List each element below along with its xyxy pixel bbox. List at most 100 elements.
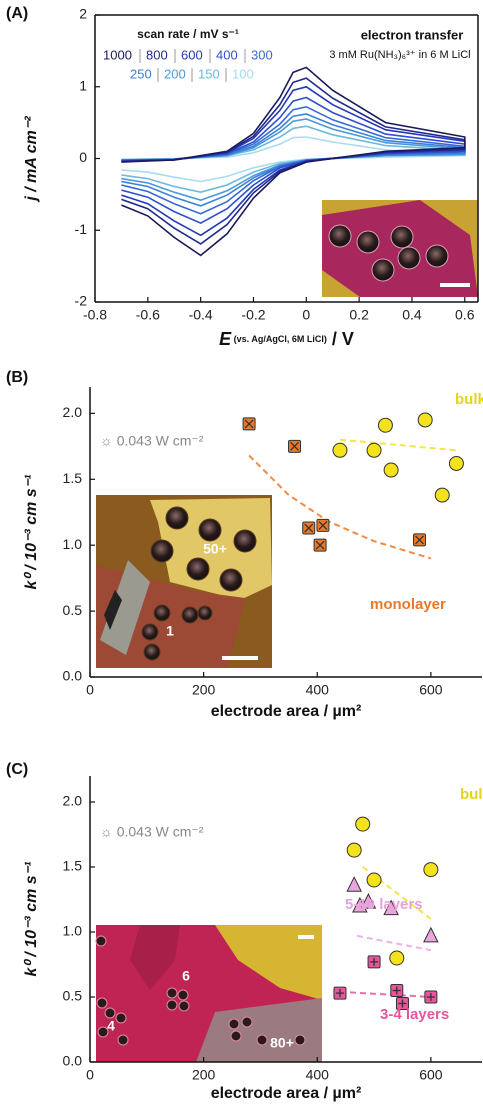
data-point <box>389 950 405 966</box>
legend-entry: 100 <box>232 66 254 81</box>
x-label-reference: (vs. Ag/AgCl, 6M LiCl) <box>231 334 327 344</box>
y-tick-label: 0.0 <box>63 668 83 684</box>
annotation: ☼ 0.043 W cm⁻² <box>100 824 204 840</box>
series-label: monolayer <box>370 596 446 613</box>
inset-label: 80+ <box>270 1035 294 1051</box>
data-point <box>395 997 409 1010</box>
y-tick-label: 0 <box>79 149 87 165</box>
y-tick-label: 2.0 <box>63 793 83 809</box>
marker <box>383 899 399 916</box>
series-label: 3-4 layers <box>380 1006 449 1023</box>
series-label: bulk <box>460 786 483 803</box>
marker <box>377 417 393 433</box>
data-point <box>355 816 371 832</box>
y-tick-label: 2.0 <box>63 404 83 420</box>
data-point <box>423 926 439 943</box>
data-point <box>366 872 382 888</box>
x-tick-label: 0 <box>86 682 94 698</box>
inset-image-b <box>96 495 272 668</box>
legend-entry: 600 <box>181 47 203 62</box>
legend-entry: 400 <box>216 47 238 62</box>
marker <box>332 442 348 458</box>
trend-line <box>248 454 432 560</box>
data-point <box>346 876 362 892</box>
y-tick-label: 0.5 <box>63 602 83 618</box>
data-point <box>423 862 439 878</box>
marker <box>366 872 382 888</box>
legend-entry: 800 <box>146 47 168 62</box>
trend-line <box>356 934 432 952</box>
marker <box>448 455 464 471</box>
x-tick-label: 400 <box>306 682 330 698</box>
marker-cross <box>315 540 325 550</box>
y-tick-label: -2 <box>75 293 88 309</box>
data-point <box>302 521 316 535</box>
data-point <box>424 990 438 1004</box>
panel-label: (B) <box>6 369 28 386</box>
marker <box>434 487 450 503</box>
data-point <box>360 892 377 909</box>
trend-line <box>339 438 457 452</box>
marker <box>383 462 399 478</box>
data-point <box>413 533 427 547</box>
data-point <box>333 986 347 1000</box>
data-point <box>367 955 381 969</box>
y-tick-label: 0.0 <box>63 1053 83 1069</box>
inset-image-c <box>95 925 322 1062</box>
marker-cross <box>304 523 314 533</box>
x-tick-label: 0.4 <box>402 307 422 323</box>
y-tick-label: 1.5 <box>63 858 83 874</box>
y-tick-label: 1.0 <box>63 923 83 939</box>
x-tick-label: -0.8 <box>83 307 107 323</box>
legend-title: scan rate / mV s⁻¹ <box>137 27 239 41</box>
x-tick-label: 0 <box>86 1067 94 1083</box>
x-tick-label: 0.2 <box>349 307 369 323</box>
marker-cross <box>290 441 299 451</box>
legend-entry: 250 <box>130 66 152 81</box>
y-tick-label: 2 <box>79 6 87 22</box>
marker-cross <box>318 520 328 530</box>
x-label-symbol: E <box>219 329 232 349</box>
x-axis-label: electrode area / µm² <box>211 1085 362 1102</box>
marker <box>366 442 382 458</box>
x-tick-label: 200 <box>192 1067 216 1083</box>
y-axis-label: k⁰ / 10⁻³ cm s⁻¹ <box>23 861 40 977</box>
marker-cross <box>415 535 424 545</box>
y-tick-label: 1.0 <box>63 536 83 552</box>
data-point <box>288 439 302 453</box>
subtitle: 3 mM Ru(NH₃)₆³⁺ in 6 M LiCl <box>329 49 470 61</box>
data-point <box>346 842 362 858</box>
x-tick-label: 600 <box>419 682 443 698</box>
marker <box>423 926 439 943</box>
data-point <box>383 899 399 916</box>
y-tick-label: 1.5 <box>63 470 83 486</box>
panel-label: (A) <box>6 5 28 22</box>
data-point <box>366 442 382 458</box>
data-point <box>434 487 450 503</box>
x-tick-label: -0.2 <box>241 307 265 323</box>
legend-entry: 300 <box>251 47 273 62</box>
x-tick-label: 400 <box>306 1067 330 1083</box>
title: electron transfer <box>361 27 464 42</box>
marker <box>423 862 439 878</box>
y-tick-label: 0.5 <box>63 988 83 1004</box>
x-axis-label: E (vs. Ag/AgCl, 6M LiCl) / V <box>219 329 354 349</box>
x-tick-label: 0.6 <box>455 307 475 323</box>
x-tick-label: -0.6 <box>136 307 160 323</box>
annotation: ☼ 0.043 W cm⁻² <box>100 433 204 449</box>
marker-cross <box>244 419 254 429</box>
x-tick-label: -0.4 <box>189 307 213 323</box>
series-label: 5-10 layers <box>345 896 423 913</box>
marker <box>346 876 362 892</box>
inset-label: 50+ <box>203 541 227 557</box>
data-point <box>316 518 330 532</box>
data-point <box>377 417 393 433</box>
cv-curve <box>121 66 466 257</box>
data-point <box>417 412 433 428</box>
marker <box>355 816 371 832</box>
data-point <box>383 462 399 478</box>
trend-line <box>339 990 431 998</box>
marker <box>360 892 377 909</box>
y-axis-label: k⁰ / 10⁻³ cm s⁻¹ <box>23 474 40 590</box>
